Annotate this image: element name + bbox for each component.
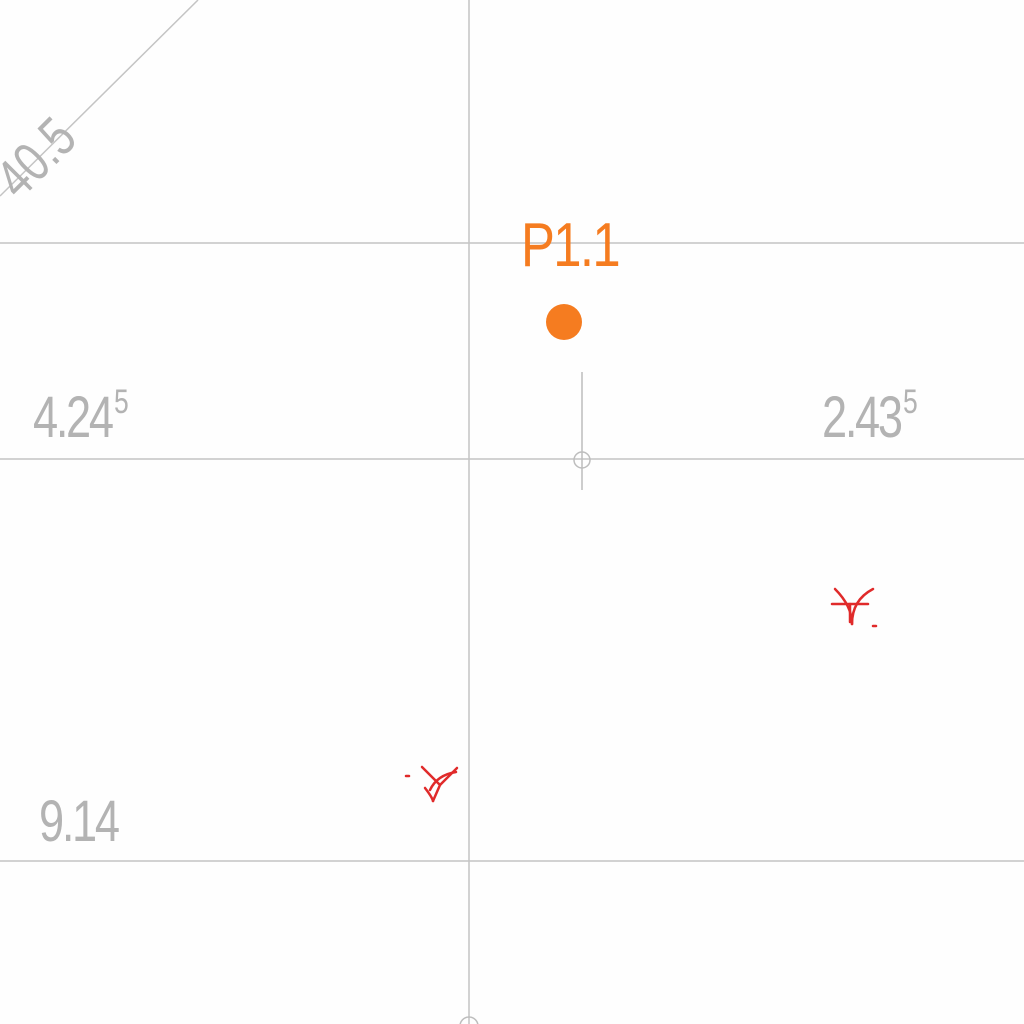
point-label: P1.1 — [521, 211, 621, 280]
dimension-left-lower: 9.14 — [39, 793, 120, 851]
diagonal-line — [0, 0, 199, 197]
point-p1-1-marker[interactable] — [546, 304, 582, 340]
dimension-value: 2.43 — [822, 385, 903, 450]
dimension-right-upper: 2.435 — [822, 385, 918, 447]
crosshair-icon[interactable] — [573, 372, 591, 490]
bottom-node-icon — [459, 1016, 479, 1024]
dimension-left-upper: 4.245 — [33, 385, 129, 447]
dimension-superscript: 5 — [903, 383, 918, 421]
dimension-value: 4.24 — [33, 385, 114, 450]
y-mark-icon[interactable] — [404, 765, 459, 803]
dimension-value: 9.14 — [39, 789, 120, 854]
y-mark-icon[interactable] — [830, 587, 878, 628]
dimension-superscript: 5 — [114, 383, 129, 421]
